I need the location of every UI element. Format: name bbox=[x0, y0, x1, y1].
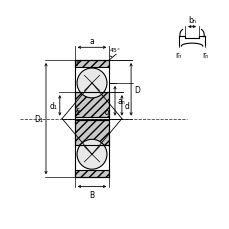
Circle shape bbox=[77, 140, 106, 169]
Text: α: α bbox=[104, 108, 109, 117]
Circle shape bbox=[77, 69, 106, 98]
Text: α: α bbox=[74, 108, 79, 117]
Text: r: r bbox=[75, 106, 78, 114]
Text: rₙ: rₙ bbox=[174, 50, 181, 60]
Polygon shape bbox=[74, 93, 109, 117]
Text: 45°: 45° bbox=[109, 48, 120, 53]
Text: aₙ: aₙ bbox=[117, 97, 125, 106]
Text: rₙ: rₙ bbox=[202, 50, 208, 60]
Polygon shape bbox=[74, 121, 109, 145]
Text: a: a bbox=[89, 36, 94, 45]
Polygon shape bbox=[74, 170, 109, 177]
Text: r: r bbox=[75, 59, 78, 68]
Text: B: B bbox=[89, 190, 94, 199]
Text: bₙ: bₙ bbox=[187, 16, 195, 25]
Polygon shape bbox=[74, 61, 109, 68]
Text: d₁: d₁ bbox=[49, 101, 57, 110]
Text: D: D bbox=[133, 85, 139, 94]
Text: D₁: D₁ bbox=[34, 114, 43, 124]
Text: d: d bbox=[124, 101, 129, 110]
